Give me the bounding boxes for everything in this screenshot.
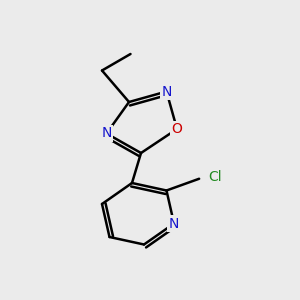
Text: N: N bbox=[169, 217, 179, 230]
Text: O: O bbox=[172, 122, 182, 136]
Text: N: N bbox=[169, 217, 179, 230]
Text: N: N bbox=[101, 127, 112, 140]
Text: Cl: Cl bbox=[208, 170, 222, 184]
Text: N: N bbox=[161, 85, 172, 98]
Text: O: O bbox=[172, 122, 182, 136]
Text: N: N bbox=[101, 127, 112, 140]
Text: N: N bbox=[161, 85, 172, 98]
